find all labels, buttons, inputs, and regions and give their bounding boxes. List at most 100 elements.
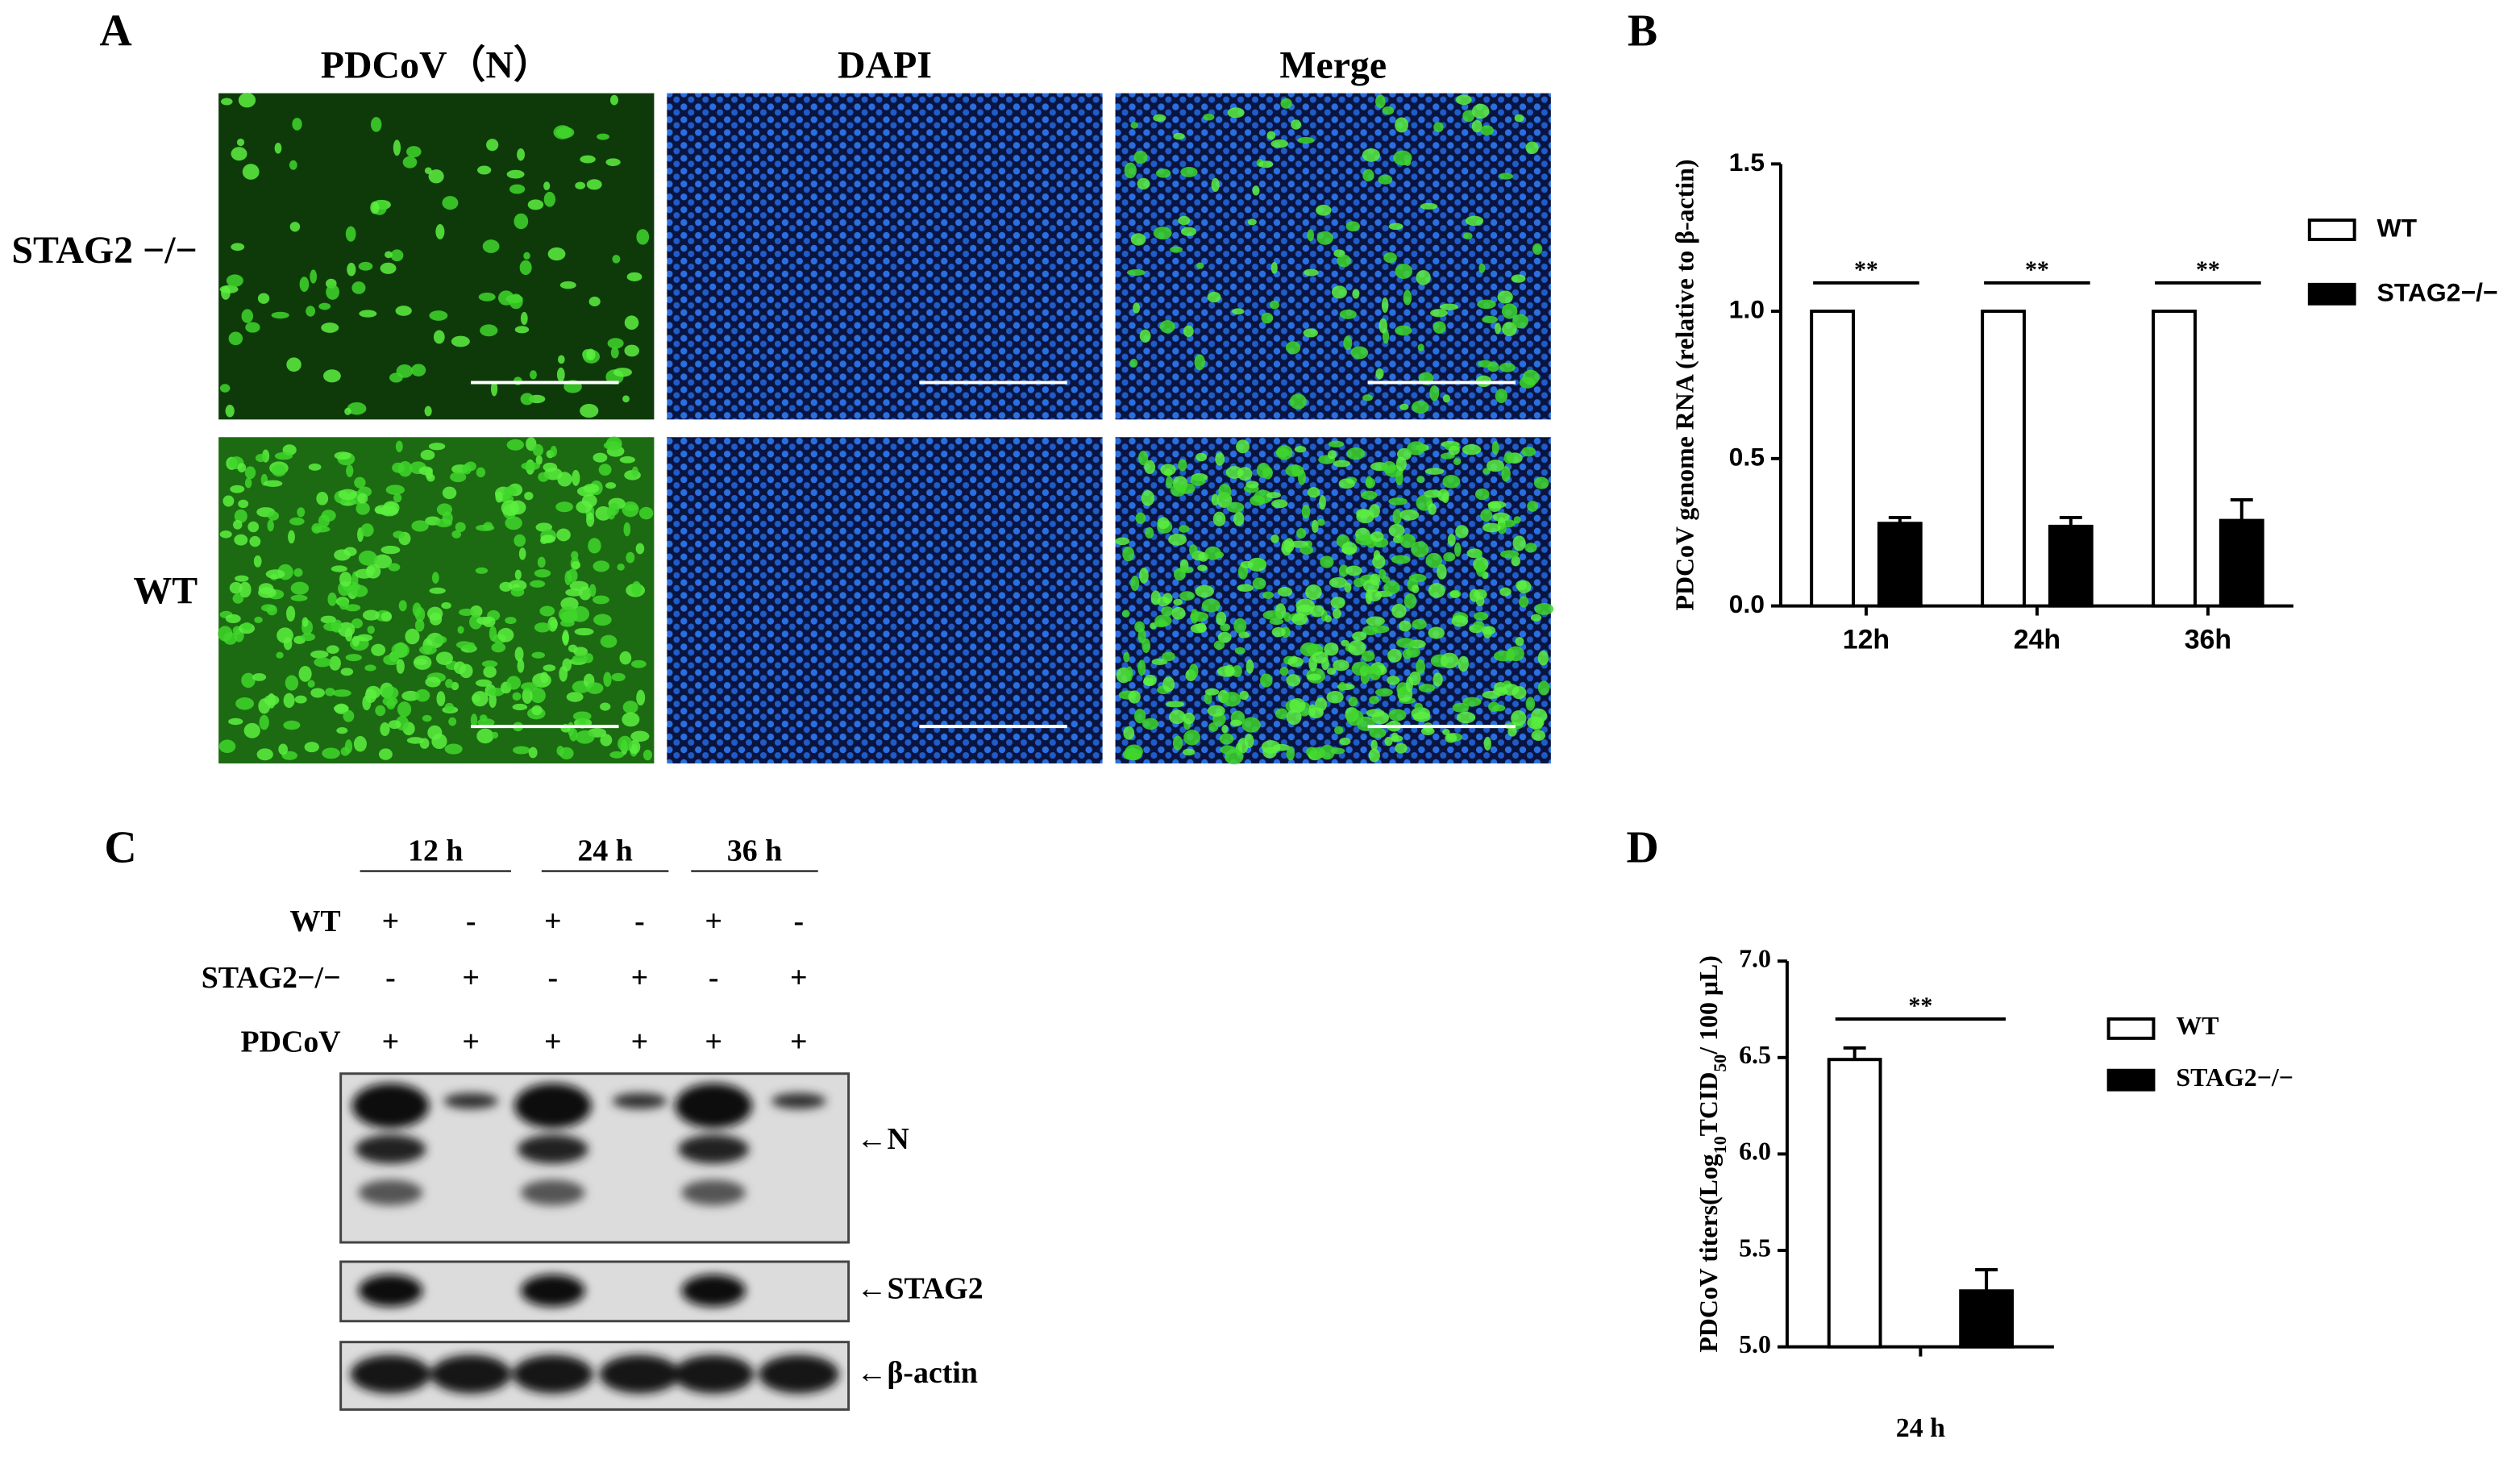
cell xyxy=(564,571,572,586)
cell xyxy=(1519,376,1536,389)
panel-label: A xyxy=(99,6,131,56)
band xyxy=(355,1134,426,1164)
x-tick-label: 24h xyxy=(2014,624,2060,655)
cell xyxy=(1303,328,1318,338)
cell xyxy=(470,713,478,728)
cell xyxy=(1454,542,1462,557)
cell xyxy=(619,455,636,464)
cell xyxy=(393,530,405,539)
cell xyxy=(528,747,538,759)
cell xyxy=(1499,550,1520,559)
significance: ** xyxy=(1908,992,1932,1019)
cell xyxy=(543,181,551,191)
cell xyxy=(531,651,546,659)
cell xyxy=(1277,586,1293,597)
cell xyxy=(574,627,594,636)
cell xyxy=(1270,139,1289,148)
cell xyxy=(242,164,260,180)
cell xyxy=(1220,623,1231,632)
cell xyxy=(1486,460,1504,472)
cell xyxy=(1482,626,1492,638)
cell xyxy=(1348,697,1358,707)
x-tick-label: 24 h xyxy=(1896,1413,1945,1443)
cell xyxy=(1474,488,1490,501)
cell xyxy=(252,673,267,681)
micrograph xyxy=(667,437,1103,763)
band xyxy=(599,1354,680,1394)
cell xyxy=(1433,321,1446,334)
cell xyxy=(1307,673,1322,681)
cell xyxy=(444,702,455,712)
cell xyxy=(626,272,642,281)
cell xyxy=(580,403,599,418)
x-tick-label: 12h xyxy=(1843,624,1890,655)
cell xyxy=(292,118,302,131)
cell xyxy=(1190,476,1206,486)
cell xyxy=(1495,322,1501,335)
cell xyxy=(600,634,618,648)
cell xyxy=(609,751,625,759)
band xyxy=(351,1083,430,1129)
cell xyxy=(626,551,635,564)
cell xyxy=(1226,501,1245,513)
cell xyxy=(1145,527,1154,539)
cell xyxy=(310,650,329,659)
cell xyxy=(433,330,445,344)
cell xyxy=(586,682,604,694)
cell xyxy=(290,581,310,595)
cell xyxy=(274,451,293,460)
cell xyxy=(1337,254,1351,268)
cell xyxy=(1283,538,1295,553)
cell xyxy=(588,538,601,554)
cell xyxy=(1196,262,1204,269)
cell xyxy=(355,568,374,579)
cell xyxy=(1312,651,1329,664)
cell xyxy=(1241,717,1261,733)
cell xyxy=(1285,341,1301,355)
band xyxy=(512,1354,593,1394)
cell xyxy=(572,711,592,722)
cell xyxy=(1478,263,1486,273)
cell xyxy=(290,594,308,601)
cell xyxy=(1462,444,1482,455)
cell xyxy=(414,658,428,666)
cell xyxy=(1262,466,1273,480)
cell xyxy=(1478,360,1493,368)
cell xyxy=(569,728,578,742)
cell xyxy=(1338,564,1349,577)
sign: - xyxy=(548,961,559,995)
cell xyxy=(1333,608,1341,619)
cell xyxy=(1428,503,1437,515)
cell xyxy=(1469,589,1480,602)
y-tick-label: 0.0 xyxy=(1729,589,1765,618)
cell xyxy=(268,511,280,521)
cell xyxy=(1433,672,1443,687)
significance: ** xyxy=(2196,256,2220,283)
cell xyxy=(1428,583,1445,598)
band xyxy=(681,1274,746,1307)
cell xyxy=(481,660,498,668)
cell xyxy=(1261,740,1281,754)
cell xyxy=(425,676,441,688)
cell xyxy=(1412,618,1427,630)
cell xyxy=(321,510,336,522)
y-tick-label: 5.5 xyxy=(1739,1233,1771,1262)
cell xyxy=(1458,655,1469,672)
cell xyxy=(537,556,546,568)
cell xyxy=(1153,227,1172,240)
cell xyxy=(1383,580,1400,595)
cell xyxy=(436,691,446,707)
cell xyxy=(1333,659,1349,672)
cell xyxy=(1180,166,1198,177)
cell xyxy=(1501,466,1511,482)
cell xyxy=(1537,651,1549,666)
cell xyxy=(622,712,640,727)
cell xyxy=(310,269,318,284)
cell xyxy=(505,516,522,530)
cell xyxy=(411,364,426,376)
cell xyxy=(609,94,619,106)
cell xyxy=(1128,690,1141,704)
cell xyxy=(491,643,506,653)
cell xyxy=(405,628,420,645)
cell xyxy=(1157,517,1170,530)
